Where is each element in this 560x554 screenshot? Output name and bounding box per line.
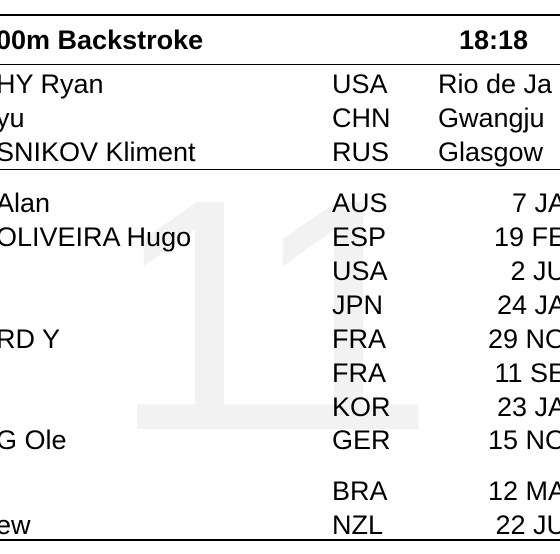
record-nation: CHN bbox=[332, 103, 391, 133]
record-nation: USA bbox=[332, 69, 388, 99]
entry-name: G Ole bbox=[0, 425, 67, 455]
entry-nation: ESP bbox=[332, 222, 387, 252]
entry-nation: FRA bbox=[332, 324, 386, 354]
entry-name: OLIVEIRA Hugo bbox=[0, 222, 192, 252]
entry-nation: NZL bbox=[332, 510, 384, 540]
entry-nation: JPN bbox=[332, 290, 384, 320]
watermark-number: 11 bbox=[112, 130, 435, 499]
event-title: 00m Backstroke bbox=[0, 25, 204, 55]
record-location: Rio de Ja bbox=[438, 69, 553, 99]
record-name: HY Ryan bbox=[0, 69, 104, 99]
entry-nation: USA bbox=[332, 256, 388, 286]
entry-name: Alan bbox=[0, 188, 51, 218]
record-name: SNIKOV Kliment bbox=[0, 137, 196, 167]
record-nation: RUS bbox=[332, 137, 390, 167]
record-location: Gwangju bbox=[438, 103, 545, 133]
entry-date: 23 JA bbox=[496, 392, 560, 422]
entry-nation: BRA bbox=[332, 476, 388, 506]
entry-date: 12 MA bbox=[487, 476, 560, 506]
entry-date: 11 SE bbox=[494, 358, 560, 388]
entry-nation: FRA bbox=[332, 358, 386, 388]
header-rule bbox=[0, 64, 560, 65]
section-rule bbox=[0, 169, 560, 170]
entry-name: ew bbox=[0, 510, 31, 540]
entry-nation: GER bbox=[332, 425, 391, 455]
record-name: yu bbox=[0, 103, 25, 133]
entry-nation: AUS bbox=[332, 188, 388, 218]
entry-date: 29 NO bbox=[487, 324, 560, 354]
entry-date: 7 JA bbox=[511, 188, 560, 218]
top-rule bbox=[0, 14, 560, 16]
entry-name: RD Y bbox=[0, 324, 61, 354]
entry-nation: KOR bbox=[332, 392, 391, 422]
entry-date: 19 FE bbox=[493, 222, 560, 252]
entry-date: 15 NO bbox=[487, 425, 560, 455]
entry-date: 2 JU bbox=[510, 256, 560, 286]
entry-date: 24 JA bbox=[496, 290, 560, 320]
record-location: Glasgow bbox=[438, 137, 544, 167]
entry-date: 22 JU bbox=[495, 510, 560, 540]
bottom-rule bbox=[0, 539, 560, 541]
event-time: 18:18 bbox=[459, 25, 529, 55]
